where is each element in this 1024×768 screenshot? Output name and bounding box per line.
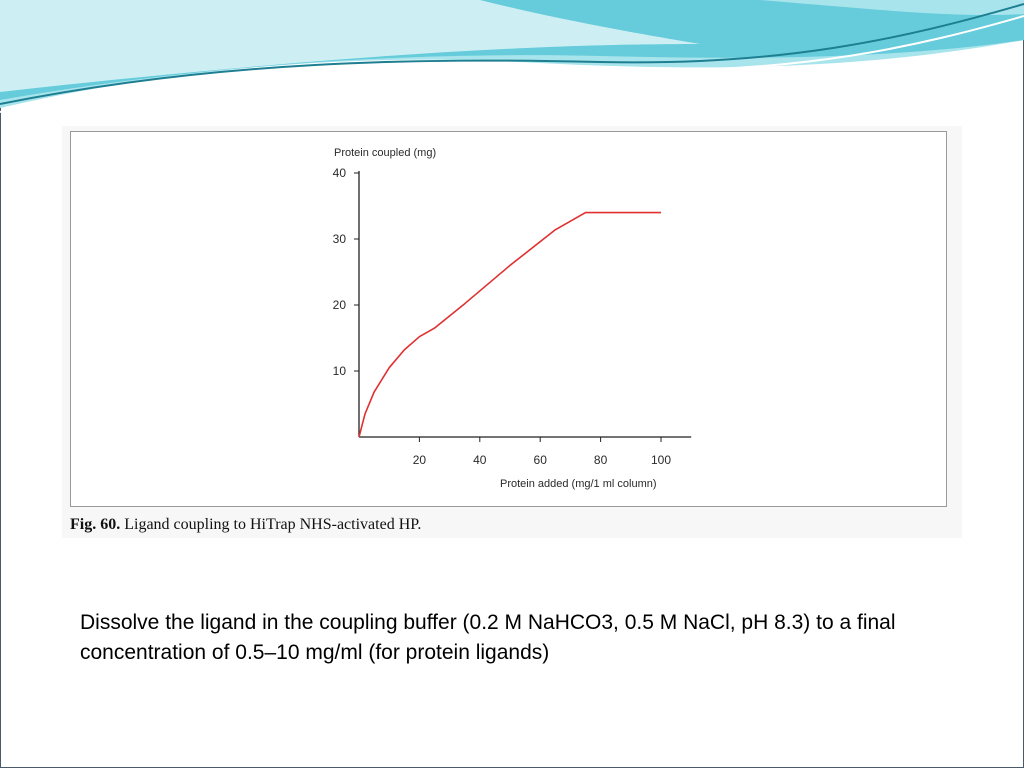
wave-line-white — [0, 15, 1024, 113]
header-wave-decoration — [0, 0, 1024, 113]
x-tick-label: 80 — [594, 453, 608, 467]
x-axis-label: Protein added (mg/1 ml column) — [500, 478, 657, 490]
y-tick-label: 40 — [333, 166, 347, 180]
y-tick-label: 10 — [333, 364, 347, 378]
x-tick-label: 60 — [534, 453, 548, 467]
figure-border — [70, 131, 947, 507]
figure-caption: Fig. 60. Ligand coupling to HiTrap NHS-a… — [70, 516, 421, 534]
y-axis-label: Protein coupled (mg) — [334, 147, 436, 159]
wave-band-light-inner — [0, 0, 700, 92]
wave-line-dark — [0, 3, 1024, 105]
chart-ticks: 10 20 30 40 20 40 60 80 100 — [333, 166, 672, 467]
x-tick-label: 40 — [473, 453, 487, 467]
slide-body-text: Dissolve the ligand in the coupling buff… — [80, 611, 896, 664]
x-tick-label: 20 — [413, 453, 427, 467]
chart-series — [358, 211, 661, 438]
y-tick-label: 20 — [333, 298, 347, 312]
y-tick-label: 30 — [333, 232, 347, 246]
figure-number: Fig. 60. — [70, 516, 121, 533]
chart-axes — [358, 171, 692, 438]
data-line — [358, 211, 661, 438]
x-tick-label: 100 — [651, 453, 671, 467]
figure-caption-text: Ligand coupling to HiTrap NHS-activated … — [124, 516, 422, 533]
